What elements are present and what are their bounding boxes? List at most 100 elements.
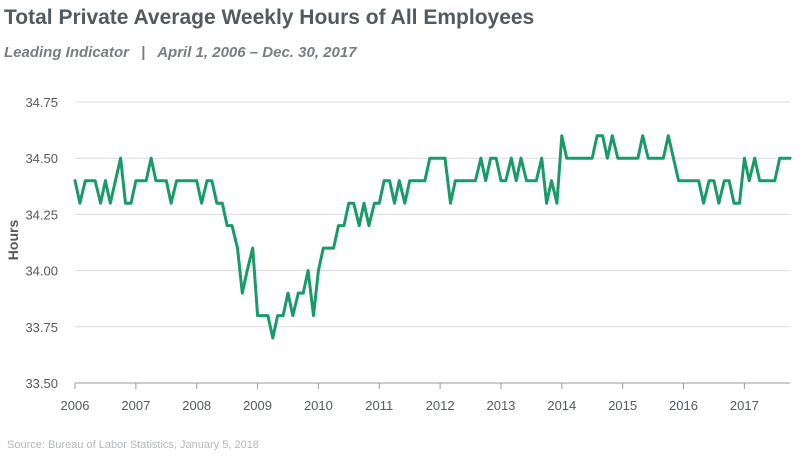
data-point [773,179,777,182]
data-point [195,179,198,182]
data-point [342,224,346,227]
x-tick-label: 2011 [365,398,393,413]
data-point [398,179,401,182]
x-tick-label: 2009 [243,398,272,413]
data-point [479,156,483,160]
data-point [403,201,407,205]
data-point [297,291,300,295]
data-point [200,201,203,205]
chart-subtitle: Leading Indicator | April 1, 2006 – Dec. 3… [4,44,357,61]
data-point [550,179,553,182]
y-tick-label: 34.00 [25,264,58,279]
source-note: Source: Bureau of Labor Statistics, Janu… [7,439,259,451]
data-point [717,201,721,205]
data-point [281,314,285,317]
subtitle-right: April 1, 2006 – Dec. 30, 2017 [157,44,357,61]
data-point [595,134,599,137]
data-point [286,291,290,295]
data-point [489,156,492,160]
data-point [454,179,457,182]
data-point [738,201,741,205]
data-point [291,314,295,317]
data-point [712,179,716,182]
data-point [443,156,447,160]
x-tick-label: 2016 [669,398,698,413]
x-tick-label: 2012 [426,398,455,413]
data-point [347,201,351,205]
data-point [616,156,620,160]
data-point [636,156,640,160]
data-point [256,314,259,317]
data-point [428,156,432,160]
data-point [165,179,168,182]
data-point [662,156,665,160]
data-point [667,134,670,137]
data-point [373,201,376,205]
data-point [555,201,559,205]
series-layer [73,134,792,340]
data-point [504,179,508,182]
data-point [266,314,270,317]
data-point [190,179,194,182]
data-point [641,134,644,137]
data-point [484,179,488,182]
data-point [732,201,736,205]
data-point [753,156,756,160]
data-point [225,224,229,227]
data-point [545,201,548,205]
data-point [707,179,711,182]
data-point [134,179,138,182]
data-point [205,179,209,182]
data-point [210,179,214,182]
data-point [535,179,538,182]
data-point [514,179,518,182]
y-axis-label: Hours [5,220,21,261]
data-point [236,246,239,250]
data-point [245,269,249,272]
subtitle-separator: | [141,44,146,61]
data-point [352,201,356,205]
data-point [382,179,386,182]
data-point [215,201,219,205]
data-point [778,156,781,160]
data-point [378,201,381,205]
y-tick-label: 34.25 [25,207,58,222]
data-point [474,179,477,182]
y-tick-label: 34.50 [25,151,58,166]
x-tick-label: 2017 [730,398,759,413]
x-tick-label: 2010 [304,398,333,413]
data-point [78,201,82,205]
data-point [758,179,761,182]
data-point [519,156,523,160]
y-tick-label: 34.75 [25,95,58,110]
x-tick-label: 2015 [608,398,637,413]
data-point [322,246,325,250]
data-point [169,201,173,205]
data-point [606,156,609,160]
data-point [423,179,427,182]
data-point [393,201,396,205]
data-point [646,156,650,160]
data-point [357,224,361,227]
data-point [312,314,315,317]
data-point [149,156,153,160]
data-point [93,179,97,182]
data-point [221,201,224,205]
data-point [119,156,122,160]
data-point [494,156,498,160]
data-point [388,179,391,182]
data-point [230,224,234,227]
data-point [84,179,87,182]
data-point [276,314,279,317]
data-point [99,201,102,205]
grid-lines [75,101,790,328]
data-point [788,156,792,160]
data-point [337,224,340,227]
data-point [499,179,503,182]
axes: 33.50 33.75 34.00 34.25 34.50 34.75 2006 2007 20… [25,95,790,413]
data-point [525,179,528,182]
data-point [743,156,746,160]
data-point [677,179,680,182]
data-point [104,179,107,182]
data-point [73,179,77,182]
